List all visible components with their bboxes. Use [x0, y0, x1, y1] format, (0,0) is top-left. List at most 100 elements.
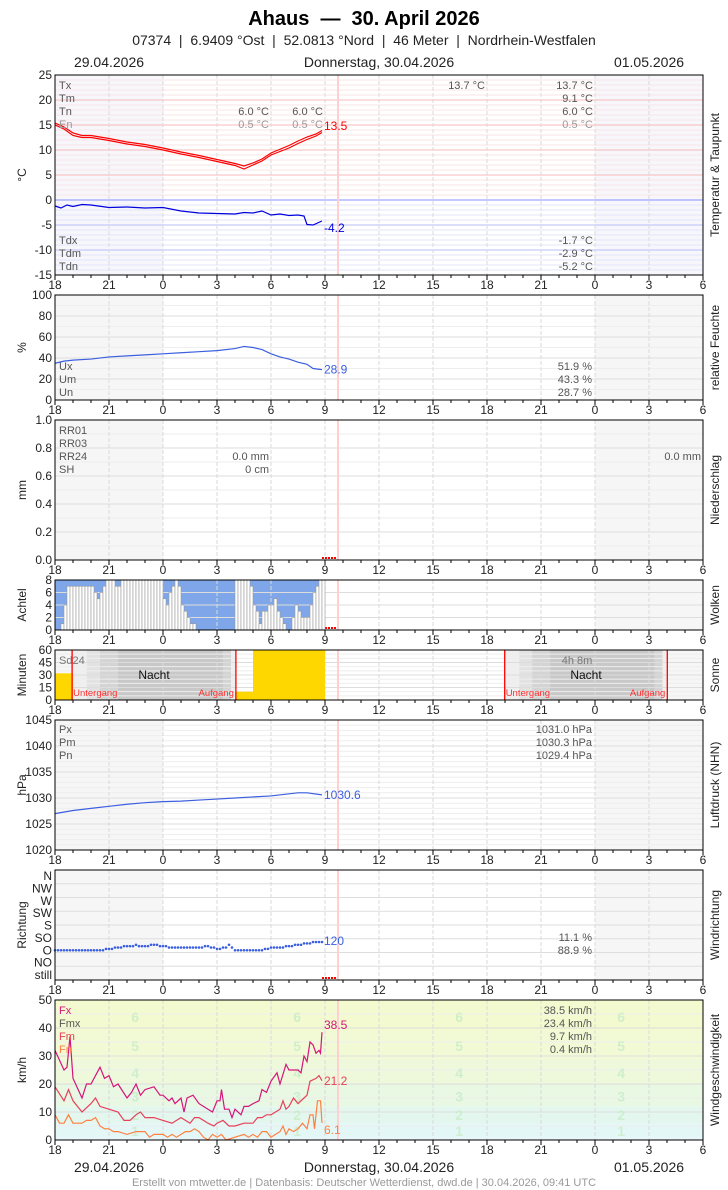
- y-tick-label: 30: [39, 1049, 53, 1063]
- y-axis-label: Minuten: [15, 654, 29, 697]
- panel-title: relative Feuchte: [708, 304, 722, 390]
- summary-value: 0.5 °C: [562, 119, 593, 131]
- ground-min-label: 0.5 °C: [238, 119, 269, 131]
- wind-direction-dot: [308, 942, 312, 945]
- press-line: [54, 792, 323, 815]
- wind-direction-dot: [269, 946, 273, 949]
- panel-title: Windgeschwindigkeit: [708, 1013, 722, 1126]
- y-tick-label: -15: [35, 268, 53, 282]
- cloud-bar: [60, 623, 65, 631]
- cloud-bar: [84, 585, 89, 631]
- cloud-bar: [87, 585, 92, 631]
- cloud-bar: [75, 585, 80, 631]
- wind-direction-dot: [236, 948, 240, 952]
- x-tick-label: 6: [700, 633, 707, 647]
- x-tick-label: 18: [48, 633, 62, 647]
- x-tick-label: 9: [322, 983, 329, 997]
- x-tick-label: 3: [646, 703, 653, 717]
- y-tick-label: 0: [45, 393, 52, 407]
- cloud-bar: [63, 604, 68, 631]
- x-tick-label: 6: [268, 1143, 275, 1157]
- legend-label: Tdn: [59, 261, 78, 273]
- cloud-bar: [168, 592, 173, 631]
- x-tick-label: 21: [534, 1143, 548, 1157]
- y-tick-label: 80: [39, 309, 53, 323]
- sunshine-bar: [289, 650, 307, 700]
- cloud-bar: [294, 604, 299, 631]
- x-tick-label: 21: [102, 278, 116, 292]
- sunrise-label: Aufgang: [198, 688, 233, 699]
- x-tick-label: 9: [322, 853, 329, 867]
- wind-direction-dot: [146, 944, 150, 948]
- cloud-bar: [117, 585, 122, 631]
- cloud-bar: [147, 579, 152, 631]
- cloud-bar: [150, 579, 155, 631]
- x-tick-label: 21: [102, 403, 116, 417]
- x-tick-label: 18: [480, 403, 494, 417]
- y-tick-label: 10: [39, 143, 53, 157]
- wind-direction-dot: [233, 948, 237, 952]
- wind-direction-dot: [248, 948, 252, 952]
- x-tick-label: 12: [372, 633, 386, 647]
- wind-direction-dot: [203, 944, 207, 948]
- y-tick-label: 20: [39, 1077, 53, 1091]
- wind-direction-dot: [122, 944, 126, 948]
- y-tick-label: 2: [45, 611, 52, 625]
- y-tick-label: 60: [39, 643, 53, 657]
- x-tick-label: 3: [646, 1143, 653, 1157]
- cloud-bar: [138, 579, 143, 631]
- wind-direction-dot: [218, 947, 222, 951]
- y-tick-label: -10: [35, 243, 53, 257]
- x-tick-label: 18: [480, 703, 494, 717]
- beaufort-number: 1: [455, 1123, 463, 1139]
- x-tick-label: 0: [592, 1143, 599, 1157]
- x-tick-label: 18: [48, 983, 62, 997]
- beaufort-number: 6: [293, 1009, 301, 1025]
- wind-direction-dot: [245, 948, 249, 952]
- cloud-bar: [165, 604, 170, 631]
- cloud-bar: [282, 623, 287, 631]
- wind-direction-dot: [191, 946, 195, 949]
- x-tick-label: 21: [534, 403, 548, 417]
- beaufort-number: 1: [293, 1123, 301, 1139]
- wind-direction-dot: [149, 943, 153, 947]
- wind-direction-dot: [71, 948, 75, 952]
- date-right-bottom: 01.05.2026: [614, 1159, 684, 1175]
- summary-value: 0.4 km/h: [550, 1044, 592, 1056]
- beaufort-number: 1: [131, 1123, 139, 1139]
- y-tick-label: 40: [39, 1021, 53, 1035]
- cloud-bar: [90, 585, 95, 631]
- x-tick-label: 3: [214, 1143, 221, 1157]
- wind-direction-dot: [65, 948, 69, 952]
- wind-direction-dot: [254, 948, 258, 952]
- last-value: 28.9: [324, 363, 348, 377]
- legend-label: Tdx: [59, 235, 78, 247]
- wind-direction-dot: [182, 946, 186, 949]
- x-tick-label: 21: [534, 853, 548, 867]
- x-tick-label: 15: [426, 633, 440, 647]
- legend-label: Tm: [59, 93, 75, 105]
- x-tick-label: 9: [322, 278, 329, 292]
- wind-direction-dot: [278, 946, 282, 949]
- x-tick-label: 9: [322, 403, 329, 417]
- x-tick-label: 21: [102, 563, 116, 577]
- x-tick-label: 6: [700, 403, 707, 417]
- x-tick-label: 15: [426, 563, 440, 577]
- fn-line: [54, 1100, 323, 1141]
- cloud-bar: [237, 579, 242, 631]
- tm-line: [54, 124, 323, 170]
- wind-direction-dot: [170, 946, 174, 949]
- last-temp-value: 13.5: [324, 119, 348, 133]
- cloud-bar: [312, 592, 317, 631]
- wind-direction-dot: [176, 946, 180, 949]
- x-tick-label: 0: [592, 983, 599, 997]
- cloud-bar: [192, 623, 197, 631]
- wind-direction-dot: [296, 943, 300, 947]
- summary-value: 43.3 %: [558, 374, 592, 386]
- x-tick-label: 18: [48, 278, 62, 292]
- fm-line: [54, 1074, 323, 1127]
- cloud-bar: [261, 610, 266, 631]
- summary-value: 13.7 °C: [556, 80, 593, 92]
- cloud-bar: [240, 579, 245, 631]
